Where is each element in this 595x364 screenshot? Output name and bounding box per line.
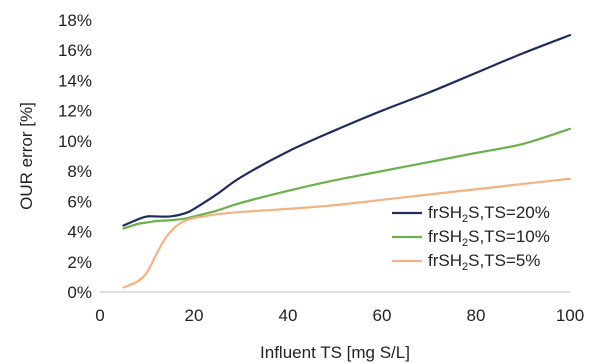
y-tick-label: 4% — [67, 223, 92, 242]
y-tick-labels: 0% 2% 4% 6% 8% 10% 12% 14% 16% 18% — [58, 11, 92, 302]
x-tick-label: 40 — [279, 306, 298, 325]
legend-label-1: frSH2S,TS=10% — [428, 227, 550, 249]
y-tick-label: 0% — [67, 283, 92, 302]
x-tick-label: 0 — [95, 306, 104, 325]
x-tick-label: 60 — [373, 306, 392, 325]
y-tick-label: 6% — [67, 192, 92, 211]
x-tick-label: 100 — [556, 306, 584, 325]
series-line-2 — [122, 177, 572, 289]
series-lines — [122, 34, 572, 289]
series-line-1 — [122, 127, 572, 230]
y-axis-title: OUR error [%] — [17, 102, 36, 210]
y-tick-label: 12% — [58, 102, 92, 121]
y-tick-label: 10% — [58, 132, 92, 151]
legend-label-2: frSH2S,TS=5% — [428, 251, 540, 273]
y-tick-label: 2% — [67, 253, 92, 272]
x-axis-title: Influent TS [mg S/L] — [260, 343, 410, 362]
y-tick-label: 16% — [58, 41, 92, 60]
x-tick-label: 20 — [185, 306, 204, 325]
y-tick-label: 18% — [58, 11, 92, 30]
y-tick-label: 14% — [58, 71, 92, 90]
y-tick-label: 8% — [67, 162, 92, 181]
x-tick-label: 80 — [467, 306, 486, 325]
x-tick-labels: 0 20 40 60 80 100 — [95, 306, 584, 325]
legend-label-0: frSH2S,TS=20% — [428, 203, 550, 225]
series-line-0 — [122, 34, 572, 227]
legend: frSH2S,TS=20%frSH2S,TS=10%frSH2S,TS=5% — [392, 203, 550, 273]
